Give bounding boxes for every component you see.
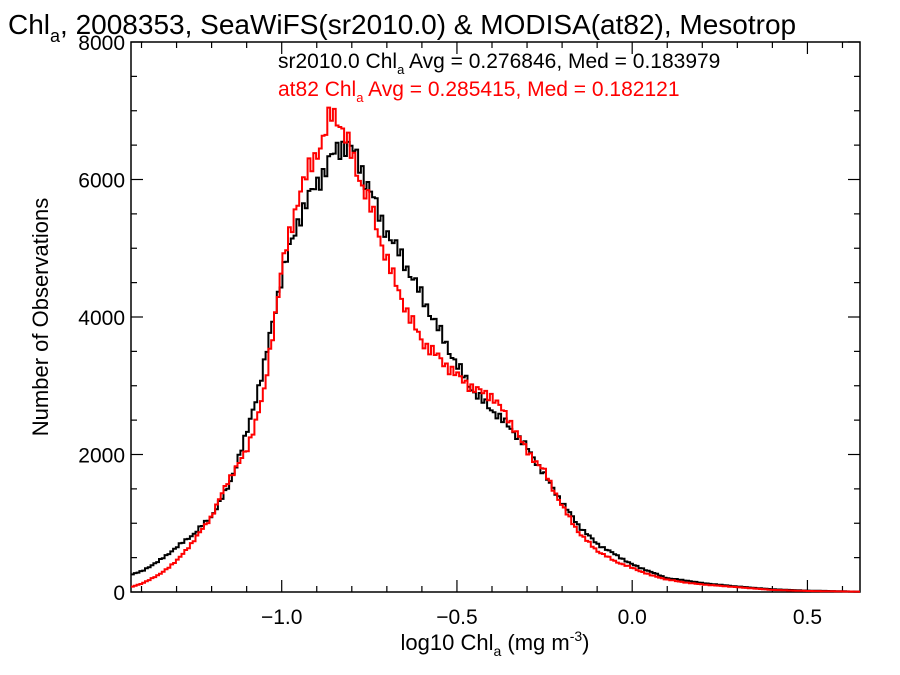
x-axis-label-close: ) [582,630,589,655]
series-line-red [131,106,860,593]
y-tick-label: 0 [113,582,125,605]
x-axis-label-sup: -3 [570,628,583,644]
chart-title: Chla, 2008353, SeaWiFS(sr2010.0) & MODIS… [8,9,796,46]
x-axis-label-prefix: log10 Chl [401,630,494,655]
legend-entry-red-prefix: at82 Chl [278,78,356,101]
legend: sr2010.0 Chla Avg = 0.276846, Med = 0.18… [278,50,720,105]
chart-title-prefix: Chl [8,9,50,40]
chart-title-sub: a [50,26,61,46]
plot-frame [130,41,861,593]
y-tick-label: 6000 [78,170,125,193]
legend-entry-black-prefix: sr2010.0 Chl [278,50,397,73]
y-tick-label: 4000 [78,307,125,330]
x-tick-label: −0.5 [436,606,477,629]
x-tick-label: 0.0 [618,606,647,629]
legend-entry-black-rest: Avg = 0.276846, Med = 0.183979 [404,50,720,73]
y-tick-label: 2000 [78,445,125,468]
chart-title-rest: , 2008353, SeaWiFS(sr2010.0) & MODISA(at… [60,9,796,40]
legend-entry-black-sub: a [397,62,405,77]
series-group [131,106,860,593]
x-tick-label: 0.5 [793,606,822,629]
legend-entry-red-sub: a [356,90,364,105]
x-axis-ticks: −1.0 −0.5 0.0 0.5 [140,42,844,629]
y-axis-label: Number of Observations [28,198,53,436]
y-axis-ticks: 0 2000 4000 6000 8000 [78,32,860,605]
y-tick-label: 8000 [78,32,125,55]
legend-entry-red-rest: Avg = 0.285415, Med = 0.182121 [363,78,679,101]
legend-entry-black: sr2010.0 Chla Avg = 0.276846, Med = 0.18… [278,50,720,77]
x-axis-label-sub: a [493,643,501,659]
legend-entry-red: at82 Chla Avg = 0.285415, Med = 0.182121 [278,78,680,105]
x-axis-label: log10 Chla (mg m-3) [401,628,590,659]
x-axis-label-unit: (mg m [501,630,569,655]
series-line-black [131,140,860,593]
x-tick-label: −1.0 [261,606,302,629]
